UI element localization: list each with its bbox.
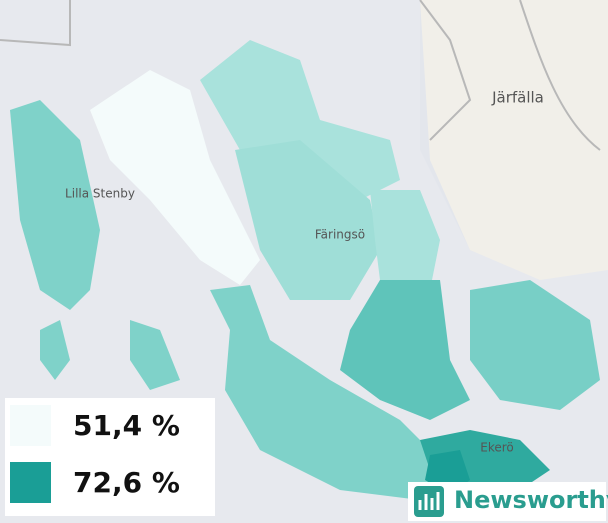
place-label: Ekerö	[480, 441, 514, 455]
legend-swatch	[10, 405, 51, 446]
brand: Newsworthy	[408, 482, 608, 521]
legend-label: 72,6 %	[73, 466, 180, 499]
region	[235, 140, 380, 300]
place-label: Färingsö	[315, 228, 365, 242]
brand-icon-bars	[418, 492, 440, 510]
region	[200, 40, 400, 200]
region	[470, 280, 600, 410]
legend-swatch	[10, 462, 51, 503]
region	[340, 280, 470, 420]
region	[90, 70, 260, 285]
region	[10, 100, 100, 310]
region	[370, 190, 440, 290]
place-label: Järfälla	[491, 89, 544, 107]
brand-name: Newsworthy	[454, 486, 608, 514]
region	[40, 320, 180, 390]
legend: 51,4 % 72,6 %	[5, 398, 215, 516]
place-label: Lilla Stenby	[65, 187, 135, 201]
region	[210, 285, 450, 500]
legend-label: 51,4 %	[73, 409, 180, 442]
road	[0, 0, 601, 151]
land-mainland	[420, 0, 608, 280]
